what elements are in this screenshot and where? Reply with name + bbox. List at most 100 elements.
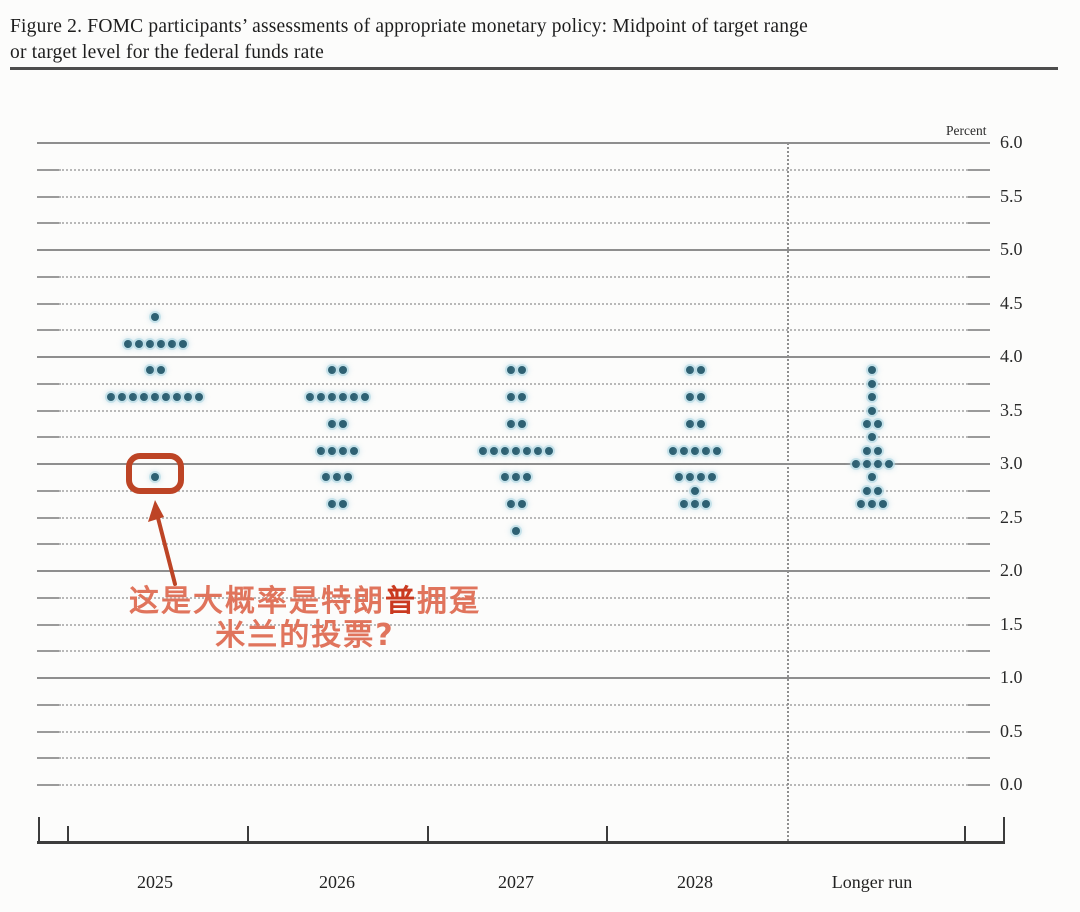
dot-longer-run-3.125 (873, 446, 882, 455)
y-tick-label: 4.5 (1000, 292, 1023, 313)
dot-2025-4.125 (145, 339, 154, 348)
dot-longer-run-2.75 (862, 486, 871, 495)
dot-2027-3.375 (506, 419, 515, 428)
gridline-tick-left (37, 623, 59, 626)
gridline-tick-left (37, 168, 59, 171)
dot-longer-run-3.125 (862, 446, 871, 455)
dot-2025-4.125 (178, 339, 187, 348)
dot-2027-2.375 (512, 526, 520, 535)
gridline-tick-left (37, 596, 59, 599)
dot-2028-2.875 (696, 473, 705, 482)
dot-2025-3.625 (184, 393, 192, 402)
annotation-arrow-icon (148, 500, 177, 587)
gridline-minor (59, 222, 968, 225)
gridline-minor (59, 382, 968, 385)
dot-2027-2.875 (512, 473, 520, 482)
dot-2028-2.625 (680, 500, 688, 509)
dot-2025-3.625 (129, 393, 137, 402)
gridline-tick-right (968, 382, 990, 385)
gridline-tick-left (37, 489, 59, 492)
dot-2025-3.875 (145, 366, 154, 375)
dot-2027-3.125 (523, 446, 531, 455)
gridline-minor (59, 543, 968, 546)
dot-2027-3.875 (506, 366, 515, 375)
dot-2028-3.625 (696, 393, 705, 402)
y-axis-unit-label: Percent (946, 123, 987, 138)
dot-2028-3.125 (669, 446, 677, 455)
dot-2026-2.625 (327, 500, 336, 509)
dot-longer-run-3.875 (868, 366, 876, 375)
x-axis-label-2026: 2026 (319, 872, 355, 892)
dot-2028-3.375 (685, 419, 694, 428)
dot-longer-run-3.375 (873, 419, 882, 428)
gridline-minor (59, 757, 968, 760)
dot-2026-3.625 (305, 393, 314, 402)
dot-2025-3.625 (173, 393, 181, 402)
gridline-tick-left (37, 543, 59, 546)
gridline-tick-left (37, 436, 59, 439)
dot-2026-3.625 (360, 393, 369, 402)
x-axis-label-2025: 2025 (137, 872, 173, 892)
annotation-line1: 这是大概率是特朗普拥趸 (95, 585, 515, 619)
dot-2027-2.875 (523, 473, 531, 482)
dot-longer-run-2.625 (868, 500, 876, 509)
gridline-minor (59, 489, 968, 492)
y-tick-label: 2.5 (1000, 506, 1023, 527)
gridline-tick-right (968, 302, 990, 305)
dot-2025-3.625 (151, 393, 159, 402)
gridline-tick-right (968, 784, 990, 786)
dot-2027-3.125 (545, 446, 553, 455)
dot-2028-3.625 (685, 393, 694, 402)
gridline-minor (59, 703, 968, 706)
gridline-tick-right (968, 436, 990, 439)
gridline-major (37, 463, 990, 465)
gridline-tick-right (968, 543, 990, 546)
dot-2028-3.125 (680, 446, 688, 455)
gridline-tick-left (37, 302, 59, 305)
dot-longer-run-3 (862, 460, 871, 468)
gridline-tick-right (968, 650, 990, 653)
dot-2028-2.875 (674, 473, 683, 482)
gridline-tick-right (968, 623, 990, 626)
dot-2026-3.625 (327, 393, 336, 402)
gridline-minor (59, 195, 968, 198)
title-divider (10, 67, 1058, 70)
gridline-minor (59, 436, 968, 439)
dot-2028-2.875 (685, 473, 694, 482)
dot-2027-3.625 (517, 393, 526, 402)
dot-longer-run-2.875 (868, 473, 876, 482)
gridline-tick-left (37, 516, 59, 519)
gridline-tick-right (968, 275, 990, 278)
dot-2025-2.875 (151, 473, 159, 482)
dot-longer-run-2.75 (873, 486, 882, 495)
dot-2027-3.625 (506, 393, 515, 402)
y-tick-label: 1.0 (1000, 667, 1023, 687)
annotation-line1-emphasis: 普 (385, 584, 417, 619)
gridline-tick-left (37, 222, 59, 225)
dot-longer-run-3 (851, 460, 860, 468)
dot-longer-run-3.5 (868, 406, 876, 415)
gridline-minor (59, 596, 968, 599)
dot-2025-3.625 (162, 393, 170, 402)
y-tick-label: 6.0 (1000, 132, 1023, 152)
annotation-text: 这是大概率是特朗普拥趸 米兰的投票? (95, 585, 515, 653)
dot-2026-3.125 (338, 446, 347, 455)
dot-2028-3.125 (691, 446, 699, 455)
dot-2027-3.125 (534, 446, 542, 455)
gridline-minor (59, 302, 968, 305)
gridline-tick-right (968, 222, 990, 225)
dot-2027-2.625 (506, 500, 515, 509)
dot-longer-run-2.625 (879, 500, 887, 509)
x-axis-label-2028: 2028 (677, 872, 713, 892)
dot-2028-3.125 (702, 446, 710, 455)
dot-2026-2.875 (344, 473, 352, 482)
x-axis-tick (606, 826, 608, 841)
dot-2026-3.125 (316, 446, 325, 455)
gridline-minor (59, 329, 968, 332)
gridline-tick-left (37, 757, 59, 760)
gridline-tick-right (968, 409, 990, 412)
gridline-tick-left (37, 329, 59, 332)
gridline-major (37, 677, 990, 679)
gridline-tick-right (968, 730, 990, 733)
